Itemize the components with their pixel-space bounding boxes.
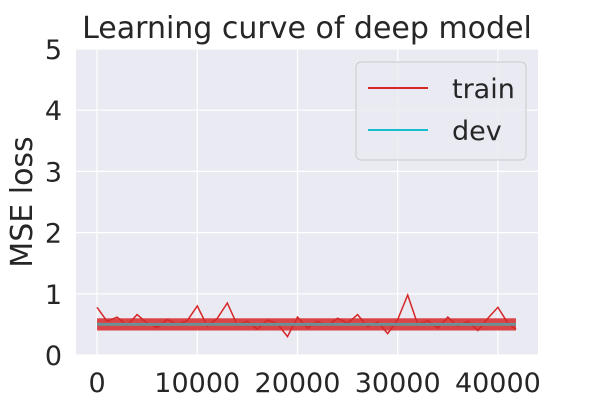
chart-title: Learning curve of deep model bbox=[82, 11, 532, 46]
x-tick-label: 40000 bbox=[455, 368, 541, 399]
y-tick-label: 2 bbox=[45, 219, 62, 250]
y-tick-label: 1 bbox=[45, 280, 62, 311]
x-tick-label: 30000 bbox=[355, 368, 441, 399]
x-tick-labels: 0 10000 20000 30000 40000 bbox=[88, 368, 540, 399]
legend-label-dev: dev bbox=[452, 116, 502, 147]
series-layer bbox=[96, 292, 517, 338]
y-tick-label: 5 bbox=[45, 35, 62, 66]
y-tick-label: 0 bbox=[45, 341, 62, 372]
y-tick-label: 3 bbox=[45, 157, 62, 188]
y-tick-label: 4 bbox=[45, 96, 62, 127]
x-tick-label: 20000 bbox=[255, 368, 341, 399]
y-tick-labels: 0 1 2 3 4 5 bbox=[45, 35, 62, 372]
y-axis-label: MSE loss bbox=[5, 136, 40, 267]
legend-label-train: train bbox=[452, 74, 515, 105]
x-tick-label: 10000 bbox=[154, 368, 240, 399]
series-line-train bbox=[96, 292, 517, 338]
legend-box bbox=[355, 61, 527, 161]
legend: train dev bbox=[355, 61, 527, 161]
x-tick-label: 0 bbox=[88, 368, 105, 399]
